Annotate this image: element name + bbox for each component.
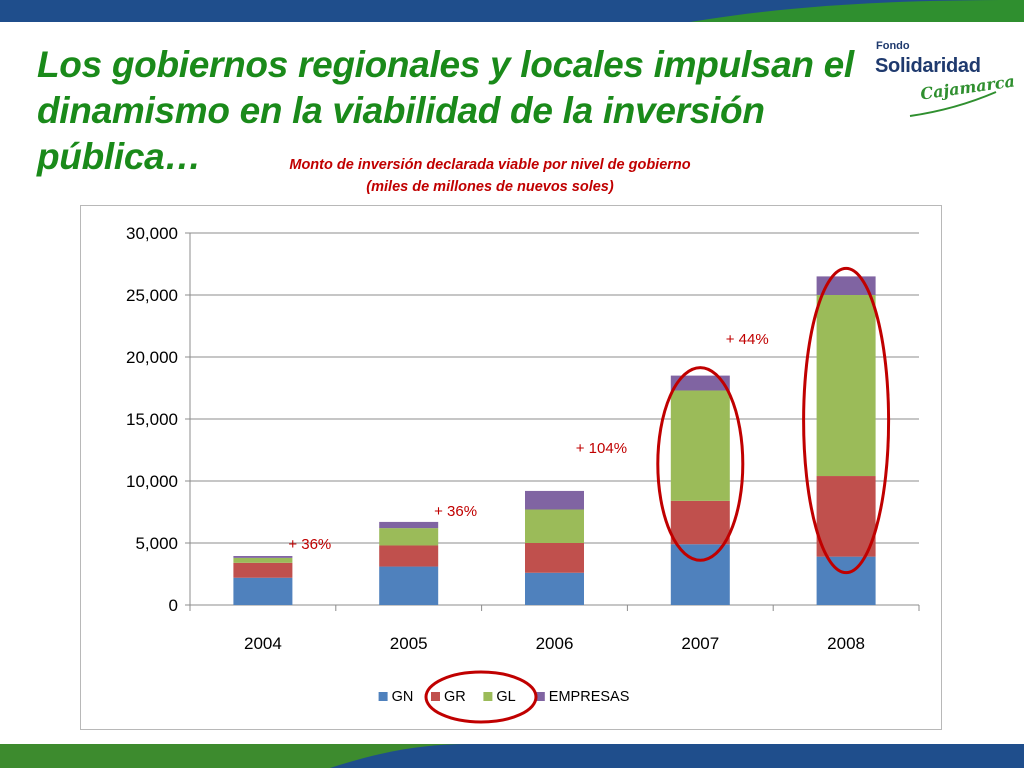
bar-gn-2006 xyxy=(525,572,584,605)
bar-empresas-2007 xyxy=(670,375,730,391)
bar-empresas-2004 xyxy=(233,556,293,558)
y-tick-label: 0 xyxy=(169,596,178,615)
chart-title-line-1: Monto de inversión declarada viable por … xyxy=(289,157,691,173)
bar-empresas-2006 xyxy=(525,490,584,510)
bar-gr-2007 xyxy=(670,500,730,545)
growth-annotation: + 36% xyxy=(434,503,477,520)
top-color-band xyxy=(0,0,1024,22)
logo-text-fondo: Fondo xyxy=(876,40,910,52)
legend-highlight-ellipse xyxy=(424,670,538,724)
highlight-ellipse-2007 xyxy=(656,366,745,562)
legend-label-empresas: EMPRESAS xyxy=(549,689,630,705)
logo-text-solidaridad: Solidaridad xyxy=(875,55,981,77)
y-tick-label: 10,000 xyxy=(126,472,178,491)
y-tick-label: 25,000 xyxy=(126,286,178,305)
x-tick-label: 2008 xyxy=(827,634,865,653)
legend-label-gr: GR xyxy=(444,689,466,705)
legend-label-gl: GL xyxy=(496,689,515,705)
x-tick-label: 2005 xyxy=(390,634,428,653)
y-tick-label: 5,000 xyxy=(135,534,178,553)
y-tick-label: 20,000 xyxy=(126,348,178,367)
bottom-color-band xyxy=(0,744,1024,768)
fondo-solidaridad-logo: Fondo Solidaridad Cajamarca xyxy=(868,40,1016,120)
bar-gr-2005 xyxy=(379,545,439,567)
growth-annotation: + 44% xyxy=(726,331,769,348)
legend-swatch-empresas xyxy=(535,692,545,701)
legend-swatch-gr xyxy=(431,692,440,701)
bar-gr-2008 xyxy=(816,476,876,557)
growth-annotation: + 36% xyxy=(288,536,331,553)
chart-frame: 0 5,000 10,000 15,000 20,000 25,000 30,000 2004… xyxy=(80,205,942,730)
chart-legend: GN GR GL EMPRESAS xyxy=(378,689,630,705)
y-tick-label: 15,000 xyxy=(126,410,178,429)
bar-gl-2006 xyxy=(525,509,584,543)
highlight-ellipse-2008 xyxy=(802,266,891,575)
bar-gn-2008 xyxy=(816,556,876,605)
stacked-bar-chart: 0 5,000 10,000 15,000 20,000 25,000 30,000 2004… xyxy=(126,224,920,724)
bar-gn-2005 xyxy=(379,566,439,605)
chart-title: Monto de inversión declarada viable por … xyxy=(230,154,750,198)
legend-label-gn: GN xyxy=(392,689,414,705)
growth-annotation: + 104% xyxy=(576,440,627,457)
x-tick-label: 2004 xyxy=(244,634,282,653)
x-tick-label: 2007 xyxy=(681,634,719,653)
bar-gl-2005 xyxy=(379,528,439,546)
legend-swatch-gl xyxy=(483,692,493,701)
legend-swatch-gn xyxy=(378,692,388,701)
bar-gn-2007 xyxy=(670,544,730,605)
chart-title-line-2: (miles de millones de nuevos soles) xyxy=(366,179,614,195)
bar-empresas-2005 xyxy=(379,521,439,529)
bar-gr-2004 xyxy=(233,562,293,578)
bar-empresas-2008 xyxy=(816,276,876,295)
slide-title: Los gobiernos regionales y locales impul… xyxy=(37,44,854,177)
bar-gl-2007 xyxy=(670,390,730,501)
y-tick-label: 30,000 xyxy=(126,224,178,243)
bar-gn-2004 xyxy=(233,577,293,605)
bar-gl-2008 xyxy=(816,295,876,477)
x-tick-label: 2006 xyxy=(536,634,574,653)
logo-swoosh-icon xyxy=(909,91,997,117)
bar-gr-2006 xyxy=(525,543,584,573)
bar-gl-2004 xyxy=(233,557,293,563)
